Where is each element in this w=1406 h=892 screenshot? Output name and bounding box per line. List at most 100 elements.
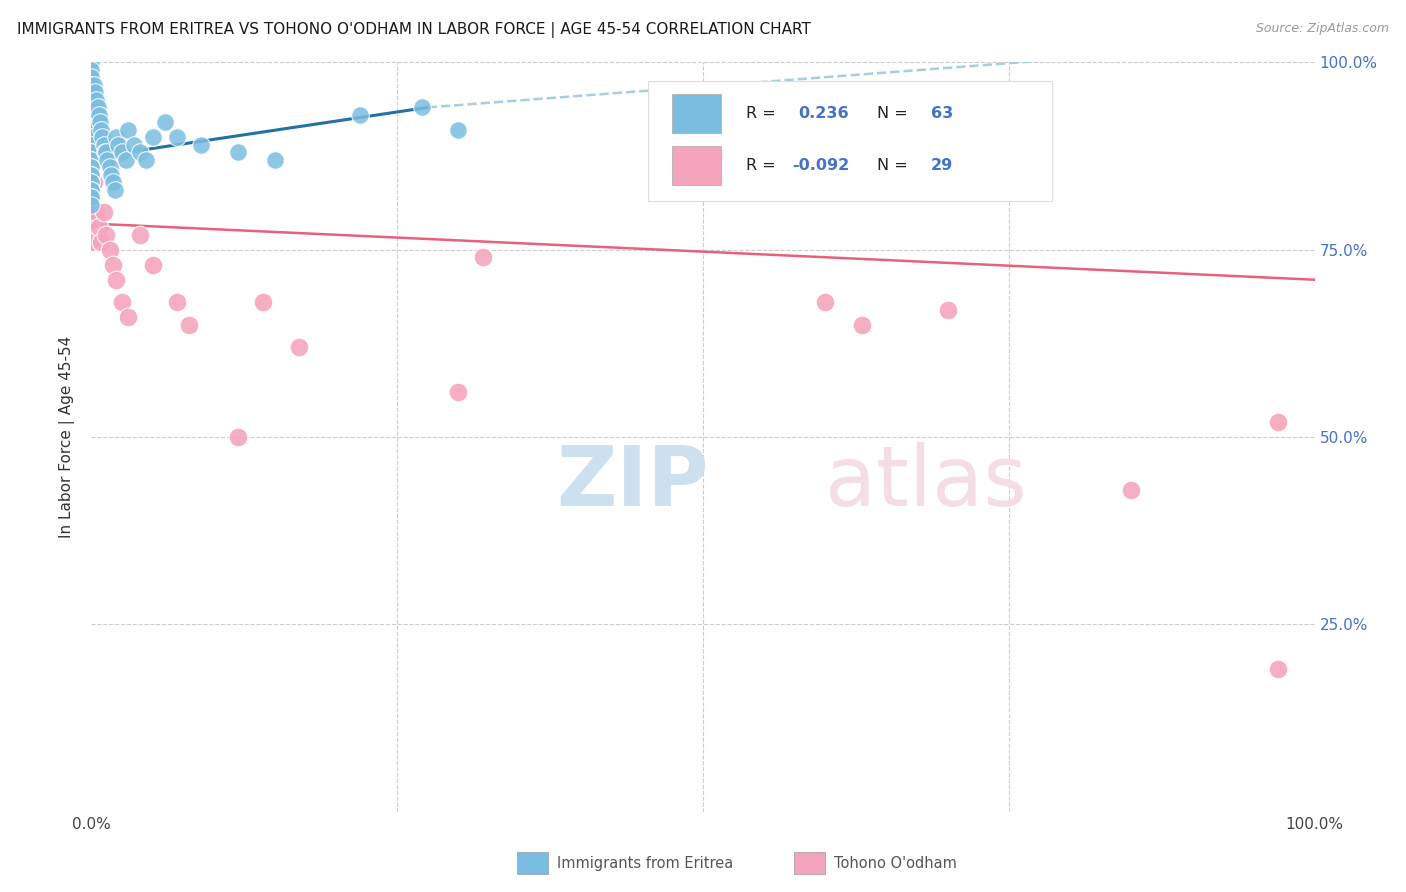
Point <box>94 227 117 242</box>
Point <box>80 235 103 250</box>
Bar <box>794 852 825 874</box>
Text: Tohono O'odham: Tohono O'odham <box>834 855 956 871</box>
Point <box>179 318 201 332</box>
Point <box>83 175 105 189</box>
Text: Immigrants from Eritrea: Immigrants from Eritrea <box>557 855 733 871</box>
Point <box>80 100 103 114</box>
Point <box>96 153 118 167</box>
Point <box>80 168 103 182</box>
Point <box>80 212 103 227</box>
Point <box>447 123 470 137</box>
Point <box>288 340 311 354</box>
Text: Source: ZipAtlas.com: Source: ZipAtlas.com <box>1256 22 1389 36</box>
Point <box>1267 662 1289 676</box>
Point <box>129 227 152 242</box>
Point <box>252 295 274 310</box>
Point <box>80 145 103 160</box>
Point <box>80 130 103 145</box>
Point <box>84 86 107 100</box>
Point <box>104 130 127 145</box>
Text: R =: R = <box>745 106 780 121</box>
Point <box>90 123 112 137</box>
Point <box>1121 483 1143 497</box>
Point <box>104 273 127 287</box>
Point <box>80 55 103 70</box>
Point <box>80 190 103 204</box>
Point <box>87 108 110 122</box>
Point <box>141 130 163 145</box>
Text: N =: N = <box>877 159 912 173</box>
Point <box>80 70 103 85</box>
Point <box>93 137 115 152</box>
Point <box>84 205 107 219</box>
Point <box>80 175 103 189</box>
Point <box>94 145 117 160</box>
Point <box>80 153 103 167</box>
Text: 63: 63 <box>931 106 953 121</box>
Point <box>141 258 163 272</box>
Point <box>80 161 103 175</box>
Point <box>190 137 212 152</box>
Point <box>93 205 115 219</box>
Text: N =: N = <box>877 106 912 121</box>
Point <box>86 100 108 114</box>
Point <box>447 385 470 400</box>
Bar <box>517 852 548 874</box>
Text: R =: R = <box>745 159 780 173</box>
Point <box>80 190 103 204</box>
Point <box>80 198 103 212</box>
Text: IMMIGRANTS FROM ERITREA VS TOHONO O'ODHAM IN LABOR FORCE | AGE 45-54 CORRELATION: IMMIGRANTS FROM ERITREA VS TOHONO O'ODHA… <box>17 22 811 38</box>
Point <box>111 145 134 160</box>
Point <box>94 145 117 160</box>
Point <box>80 115 103 129</box>
Bar <box>672 94 721 133</box>
Point <box>98 161 121 175</box>
Point <box>89 115 111 129</box>
Point <box>226 145 249 160</box>
Point <box>103 175 125 189</box>
Point <box>153 115 176 129</box>
Point <box>129 145 152 160</box>
Point <box>87 220 110 235</box>
Point <box>80 55 103 70</box>
Point <box>80 62 103 77</box>
Point <box>80 108 103 122</box>
Text: 0.236: 0.236 <box>799 106 849 121</box>
Point <box>84 93 107 107</box>
Point <box>80 145 103 160</box>
Text: -0.092: -0.092 <box>793 159 849 173</box>
Point <box>166 295 188 310</box>
Point <box>114 153 136 167</box>
Point <box>83 78 105 92</box>
Point <box>814 295 837 310</box>
Point <box>349 108 371 122</box>
Point <box>80 86 103 100</box>
Point <box>91 130 114 145</box>
Point <box>226 430 249 444</box>
Point <box>80 153 103 167</box>
Point <box>1267 415 1289 429</box>
Point <box>80 190 103 204</box>
Text: 29: 29 <box>931 159 953 173</box>
Point <box>80 137 103 152</box>
Point <box>122 137 145 152</box>
Point <box>117 123 139 137</box>
Point <box>80 175 103 189</box>
Point <box>80 78 103 92</box>
Point <box>98 243 121 257</box>
Point <box>111 295 134 310</box>
Point <box>80 123 103 137</box>
Y-axis label: In Labor Force | Age 45-54: In Labor Force | Age 45-54 <box>59 336 76 538</box>
Point <box>103 258 125 272</box>
Text: ZIP: ZIP <box>557 442 709 523</box>
Point <box>471 250 494 264</box>
Point <box>107 137 129 152</box>
Point <box>166 130 188 145</box>
Text: atlas: atlas <box>825 442 1026 523</box>
Point <box>80 183 103 197</box>
Point <box>80 55 103 70</box>
Point <box>264 153 287 167</box>
Point <box>80 93 103 107</box>
Point <box>411 100 433 114</box>
Point <box>936 302 959 317</box>
